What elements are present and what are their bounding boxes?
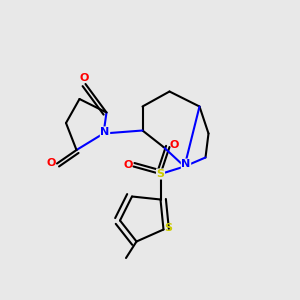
- Text: O: O: [169, 140, 179, 150]
- Text: O: O: [123, 160, 133, 170]
- Text: N: N: [182, 159, 190, 169]
- Text: O: O: [47, 158, 56, 169]
- Text: S: S: [164, 223, 172, 233]
- Text: N: N: [100, 127, 109, 137]
- Text: O: O: [79, 73, 89, 83]
- Text: S: S: [157, 169, 164, 179]
